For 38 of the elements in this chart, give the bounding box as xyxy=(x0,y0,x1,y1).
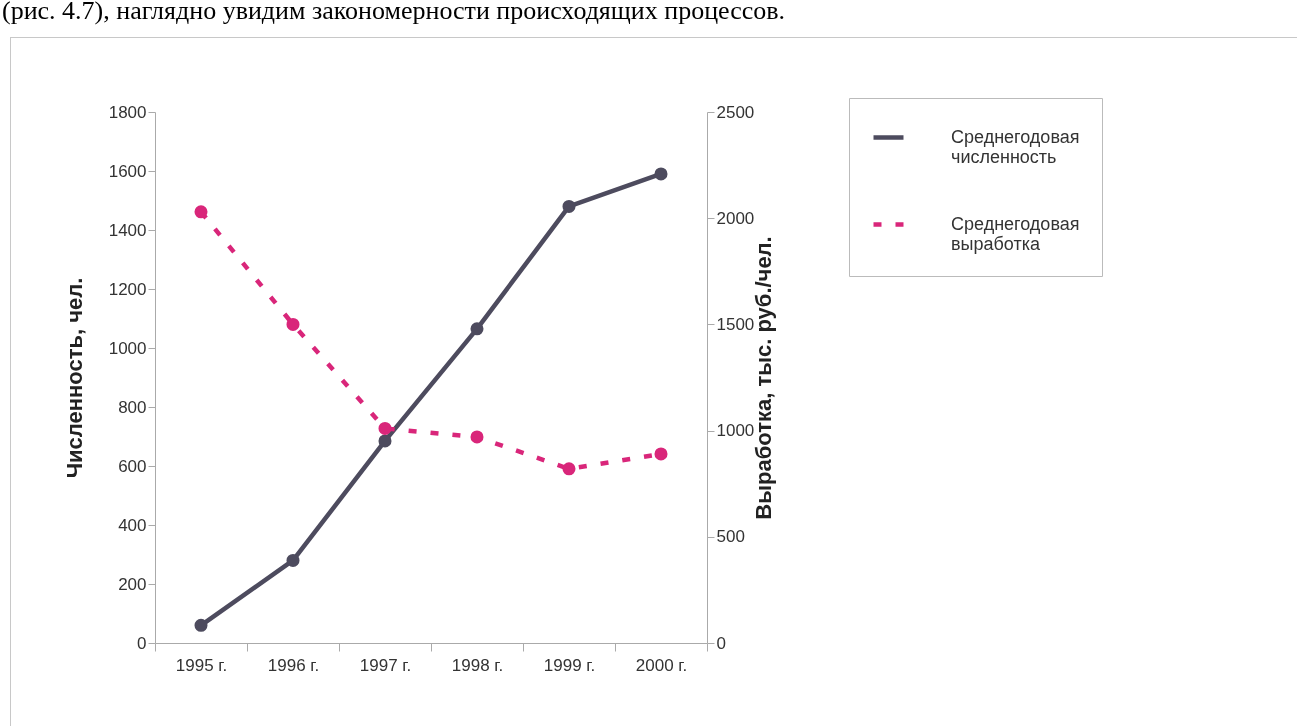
point xyxy=(286,317,300,331)
point xyxy=(654,167,668,181)
y-tick-label: 200 xyxy=(118,574,147,594)
point xyxy=(470,430,484,444)
y-tick-label: 800 xyxy=(118,397,147,417)
y-tick-label: 1000 xyxy=(108,338,147,358)
point xyxy=(562,199,576,213)
point xyxy=(378,434,392,448)
text: (рис. 4.7), наглядно увидим закономерности происходящих процессов. xyxy=(2,0,786,26)
y2-tick-label: 500 xyxy=(716,527,745,547)
point xyxy=(562,462,576,476)
text: Среднегодовая численность xyxy=(951,126,1080,167)
y-tick-label: 1200 xyxy=(108,279,147,299)
y-tick-label: 1800 xyxy=(108,102,147,122)
y-tick-label: 1400 xyxy=(108,220,147,240)
x-tick-label: 1997 г. xyxy=(359,655,412,675)
point xyxy=(654,447,668,461)
point xyxy=(194,618,208,632)
y2-tick-label: 2500 xyxy=(716,102,755,122)
y-tick-label: 400 xyxy=(118,515,147,535)
y-tick-label: 0 xyxy=(137,633,147,653)
x-tick-label: 1996 г. xyxy=(267,655,320,675)
y2-tick-label: 1500 xyxy=(716,314,755,334)
text: Среднегодовая выработка xyxy=(951,213,1080,254)
point xyxy=(194,205,208,219)
y2-tick-label: 0 xyxy=(716,633,726,653)
x-tick-label: 1995 г. xyxy=(175,655,228,675)
y-tick-label: 600 xyxy=(118,456,147,476)
y-tick-label: 1600 xyxy=(108,161,147,181)
x-tick-label: 1999 г. xyxy=(543,655,596,675)
y2-tick-label: 2000 xyxy=(716,208,755,228)
x-tick-label: 2000 г. xyxy=(635,655,688,675)
y-axis-title: Численность, чел. xyxy=(61,277,87,479)
x-tick-label: 1998 г. xyxy=(451,655,504,675)
point xyxy=(470,322,484,336)
point xyxy=(378,421,392,435)
y2-tick-label: 1000 xyxy=(716,421,755,441)
point xyxy=(286,553,300,567)
